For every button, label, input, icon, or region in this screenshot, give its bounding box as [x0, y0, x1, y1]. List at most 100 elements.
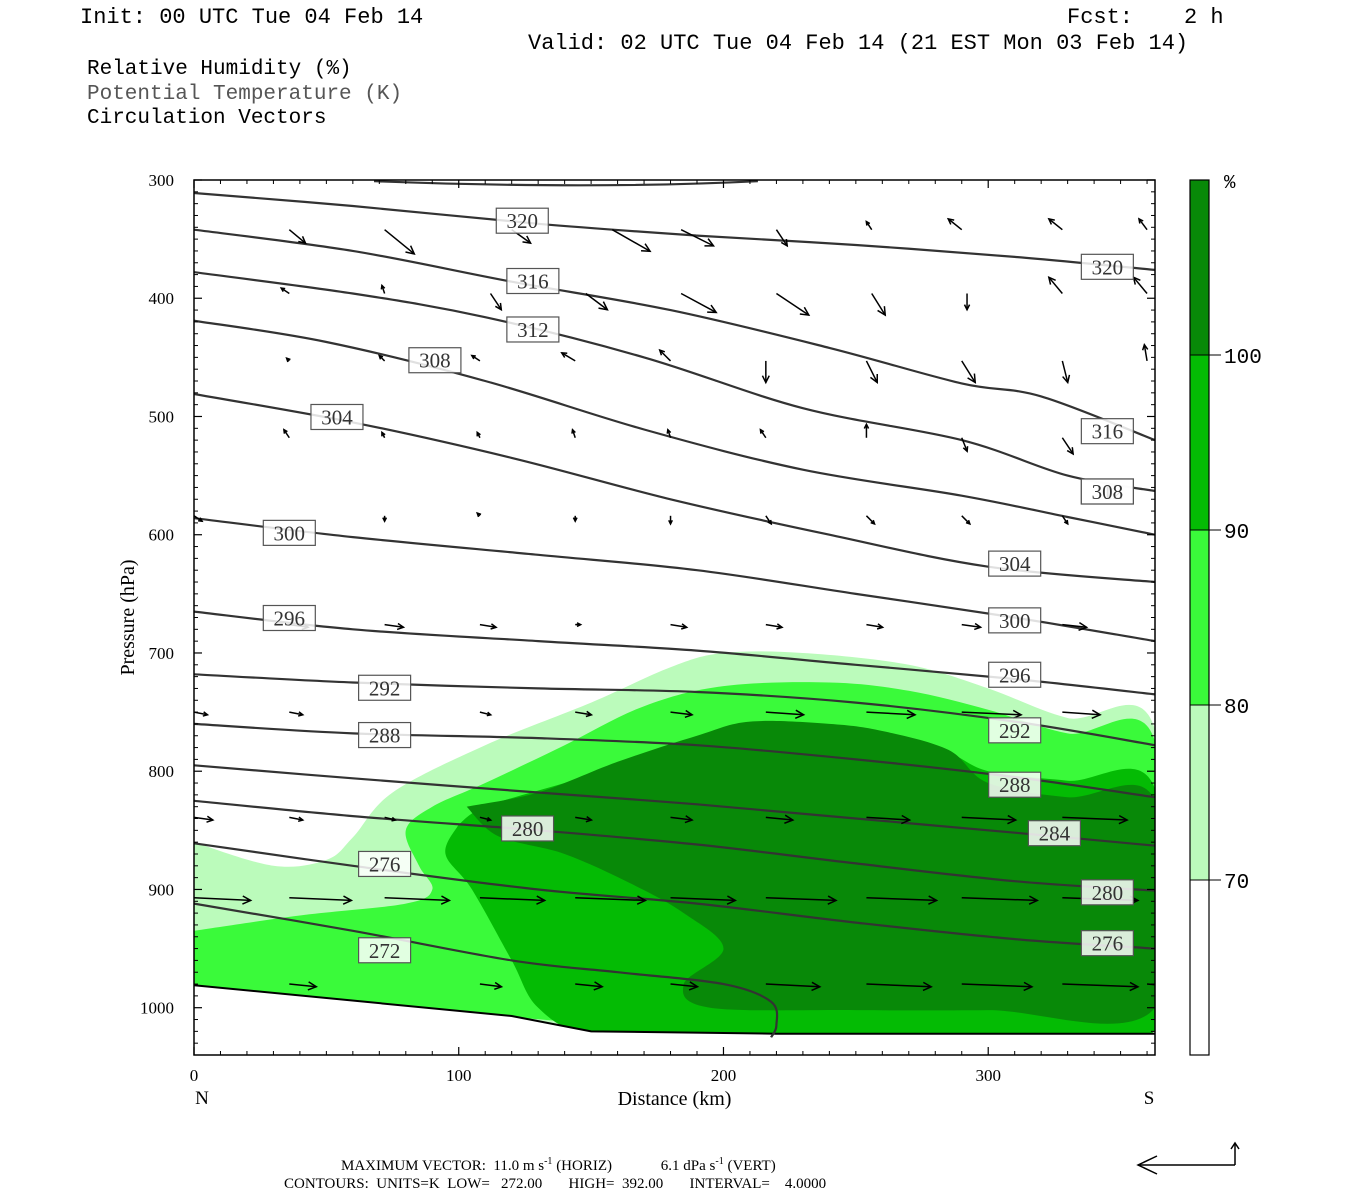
colorbar-segment — [1190, 880, 1209, 1055]
circulation-vector-head — [636, 895, 648, 905]
contour-label-box — [262, 519, 316, 546]
circulation-vector — [765, 816, 793, 821]
theta-contour-308 — [194, 319, 1155, 536]
reference-vector-horizontal-head — [1136, 1155, 1158, 1175]
south-label: S — [1144, 1088, 1155, 1109]
colorbar-frame — [1189, 179, 1210, 1056]
circulation-vector — [961, 360, 976, 383]
circulation-vector — [961, 983, 1032, 988]
contour-label: 288 — [999, 773, 1031, 797]
theta-contour-316 — [194, 228, 1155, 442]
circulation-vector-head — [576, 622, 583, 628]
circulation-vector — [194, 816, 214, 821]
theta-contour-284 — [194, 764, 1155, 847]
circulation-vector-head — [1047, 276, 1056, 285]
circulation-vector — [1138, 218, 1148, 231]
circulation-vector-head — [784, 814, 795, 824]
circulation-vector — [1062, 816, 1128, 821]
circulation-vector-head — [863, 422, 870, 429]
max-vector-label: MAXIMUM VECTOR: — [341, 1158, 486, 1174]
circulation-vector-head — [666, 428, 672, 434]
circulation-vector — [289, 711, 303, 716]
contour-label-box — [988, 550, 1042, 577]
circulation-vector-head — [396, 622, 406, 631]
circulation-vector-head — [928, 895, 939, 905]
circulation-vector-head — [242, 895, 253, 905]
circulation-vector-head — [486, 711, 493, 717]
contour-label-box — [408, 347, 462, 374]
contour-label: 276 — [1092, 932, 1124, 956]
x-tick-label: 100 — [446, 1066, 472, 1085]
circulation-vector-head — [494, 981, 504, 991]
circulation-vector — [489, 293, 502, 311]
plot-clip-group: 3203203163163123123083083043043003002962… — [194, 180, 1155, 1055]
circulation-vector-head — [870, 519, 876, 526]
circulation-vector-head — [279, 287, 286, 292]
circulation-vector-head — [297, 711, 305, 717]
contour-label: 308 — [419, 349, 451, 373]
circulation-vector-head — [776, 623, 784, 630]
circulation-vector-head — [298, 236, 307, 245]
circulation-vector-head — [684, 815, 694, 824]
surface-line — [194, 984, 1155, 1035]
circulation-vector — [194, 896, 251, 902]
legend-vectors: Circulation Vectors — [87, 107, 327, 130]
circulation-vector — [765, 983, 820, 988]
circulation-vector — [479, 816, 491, 821]
circulation-vector-head — [876, 623, 885, 630]
x-tick-label: 200 — [711, 1066, 737, 1085]
contour-label: 312 — [517, 318, 549, 342]
circulation-vector — [866, 711, 916, 716]
circulation-vector — [765, 623, 783, 629]
circulation-vector-head — [382, 517, 388, 523]
contour-label: 280 — [512, 817, 544, 841]
circulation-vector-head — [342, 895, 354, 905]
circulation-vector-head — [1118, 814, 1129, 825]
forecast-label: Fcst: — [1067, 5, 1134, 30]
circulation-vector — [670, 623, 687, 629]
circulation-vector-head — [198, 517, 204, 523]
circulation-vector-head — [707, 304, 718, 314]
circulation-vector-head — [962, 446, 969, 453]
circulation-vector — [575, 711, 592, 716]
reference-vector-vertical-head — [1230, 1141, 1240, 1150]
y-tick-label: 1000 — [140, 999, 174, 1018]
circulation-vector-head — [307, 981, 318, 991]
max-vector-horiz: 11.0 m s — [493, 1158, 545, 1174]
circulation-vector-head — [378, 354, 384, 360]
colorbar-segment — [1190, 705, 1209, 880]
circulation-vector — [1143, 344, 1148, 362]
circulation-vector — [561, 352, 576, 362]
circulation-vector-head — [877, 306, 887, 317]
circulation-vector-head — [827, 895, 838, 905]
circulation-vector — [961, 623, 981, 629]
circulation-vector-head — [380, 283, 386, 290]
contour-label-box — [1080, 879, 1134, 906]
circulation-vector — [289, 896, 352, 902]
colorbar-label: 90 — [1224, 522, 1249, 545]
circulation-vector — [611, 229, 651, 252]
circulation-vector — [1048, 276, 1063, 294]
contour-label-box — [358, 937, 412, 964]
contour-label-box — [495, 207, 549, 234]
circulation-vector — [670, 711, 693, 716]
colorbar-segment — [1190, 180, 1209, 355]
circulation-vector-head — [767, 519, 773, 526]
contour-label-box — [358, 674, 412, 701]
y-tick-label: 700 — [149, 644, 175, 663]
circulation-vector-head — [865, 220, 871, 226]
contour-label: 288 — [369, 724, 401, 748]
colorbar-label: 100 — [1224, 347, 1262, 370]
circulation-vector-head — [759, 428, 765, 434]
contour-label: 316 — [517, 270, 549, 294]
circulation-vector-head — [901, 814, 912, 825]
circulation-vector — [866, 983, 932, 988]
circulation-vector-head — [761, 375, 770, 385]
circulation-vector — [384, 623, 404, 629]
circulation-vector — [776, 292, 810, 316]
max-vector-info: MAXIMUM VECTOR: 11.0 m s-1 (HORIZ) 6.1 d… — [341, 1157, 776, 1174]
contour-label: 284 — [1039, 822, 1071, 846]
circulation-vector-head — [572, 517, 578, 523]
circulation-vector — [479, 711, 491, 716]
contour-label-box — [988, 661, 1042, 688]
